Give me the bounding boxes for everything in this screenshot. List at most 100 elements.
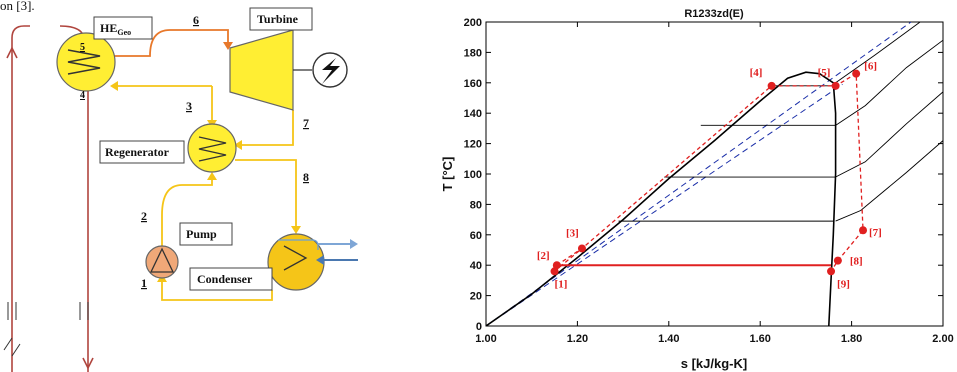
reference-line-2 (486, 83, 843, 326)
pump-body (145, 245, 179, 279)
arrow-7 (234, 140, 242, 150)
isobar-line (835, 140, 943, 222)
isobar-line (835, 91, 943, 178)
geo-up-arrow (6, 46, 18, 59)
stream-3: 3 (186, 99, 192, 113)
he-geo-label: HEGeo (100, 21, 131, 37)
y-tick-label: 160 (464, 78, 482, 90)
y-tick-label: 120 (464, 139, 482, 151)
x-tick-label: 1.80 (841, 333, 862, 345)
state-point-marker (852, 69, 861, 78)
x-axis-label: s [kJ/kg-K] (681, 356, 747, 371)
lightning-icon (322, 58, 340, 84)
state-point-label: [8] (850, 256, 863, 268)
stream-1: 1 (141, 276, 147, 290)
regenerator-label: Regenerator (105, 145, 170, 159)
state-point-marker (577, 244, 586, 253)
cycle-piping (118, 85, 297, 301)
geothermal-loop (3, 25, 94, 372)
regenerator-label-box (99, 140, 185, 164)
arrow-to-hx (110, 81, 118, 91)
y-tick-label: 60 (470, 230, 482, 242)
stream-2: 2 (141, 209, 147, 223)
hot-line (112, 29, 233, 57)
pump-line (554, 247, 583, 272)
regenerator: Regenerator (99, 123, 237, 173)
regenerator-body (187, 123, 237, 173)
cycle-path (556, 72, 864, 272)
state-point-marker (767, 81, 776, 90)
state-point-label: [4] (750, 67, 763, 79)
turbine-label-box (249, 7, 313, 31)
axis-ticks: 1.00 1.20 1.40 1.60 1.80 2.00 0 20 40 60 80 100 120 1… (464, 17, 954, 345)
state-point-label: [1] (555, 278, 568, 290)
stream-7: 7 (303, 116, 309, 130)
pipe-1 (161, 278, 273, 301)
pipe-7 (240, 110, 294, 146)
x-tick-label: 1.20 (567, 333, 588, 345)
regenerator-coil-icon (198, 136, 227, 162)
x-tick-label: 1.60 (749, 333, 770, 345)
geo-down-arrow (82, 357, 94, 370)
turbine: Turbine (229, 7, 348, 111)
y-tick-label: 80 (470, 199, 482, 211)
condenser: Condenser (189, 233, 358, 291)
he-geo-port-5: 5 (80, 42, 85, 53)
y-tick-label: 200 (464, 17, 482, 29)
y-tick-label: 180 (464, 47, 482, 59)
x-tick-label: 1.00 (475, 333, 496, 345)
state-points: [1] [2] [3] [4] [5] [6] [7] [8][9] (537, 61, 882, 291)
pump: Pump (145, 222, 233, 279)
pump-label-box (179, 222, 233, 246)
arrow-2 (207, 172, 217, 180)
well-slash (3, 337, 21, 357)
isobar-line (835, 22, 921, 84)
cooling-in-arrow (316, 255, 324, 265)
state-point-label: [3] (566, 227, 579, 239)
state-point-marker (831, 81, 840, 90)
ts-chart: R1233zd(E) s [kJ/kg-K] T [°C] 1.00 1.20 1.… (440, 8, 954, 371)
condenser-coil-icon (283, 245, 308, 271)
he-geo-port-4: 4 (80, 90, 85, 101)
isobar-line (835, 39, 943, 126)
state-point-label: [9] (837, 278, 850, 290)
arrow-8 (291, 226, 301, 234)
turbine-body (229, 29, 294, 111)
stream-6: 6 (193, 13, 199, 27)
cooling-out-arrow (350, 239, 358, 249)
arrow-6 (223, 42, 233, 50)
pump-label: Pump (186, 227, 217, 241)
he-geo-coil-icon (67, 49, 101, 75)
state-point-marker (550, 267, 559, 276)
cycle-schematic: on [3]. (0, 0, 358, 372)
condenser-coil-top (278, 239, 319, 250)
condenser-body (267, 233, 325, 291)
pipe-2 (161, 175, 213, 246)
caption-fragment: on [3]. (0, 0, 35, 13)
state-point-label: [6] (864, 61, 877, 73)
well-breaks (7, 302, 89, 320)
turbine-label: Turbine (257, 12, 299, 26)
saturated-liquid-curve (486, 71, 820, 326)
condenser-label-box (189, 267, 273, 291)
state-point-marker (859, 226, 868, 235)
state-point-label: [2] (537, 250, 550, 262)
reference-line-1 (486, 22, 912, 326)
he-geo-label-box (93, 16, 153, 40)
state-point-marker (552, 261, 561, 270)
y-tick-label: 140 (464, 108, 482, 120)
pump-triangle-icon (149, 247, 175, 273)
x-tick-label: 2.00 (932, 333, 953, 345)
state-point-label: [7] (869, 227, 882, 239)
pipe-8 (235, 159, 297, 230)
x-tick-label: 1.40 (658, 333, 679, 345)
y-axis-label: T [°C] (440, 157, 455, 192)
plot-area (485, 21, 944, 327)
state-point-marker (827, 267, 836, 276)
condenser-label: Condenser (197, 272, 253, 286)
y-tick-label: 100 (464, 169, 482, 181)
y-tick-label: 40 (470, 260, 482, 272)
y-tick-label: 0 (476, 321, 482, 333)
he-geo-body (56, 32, 116, 92)
